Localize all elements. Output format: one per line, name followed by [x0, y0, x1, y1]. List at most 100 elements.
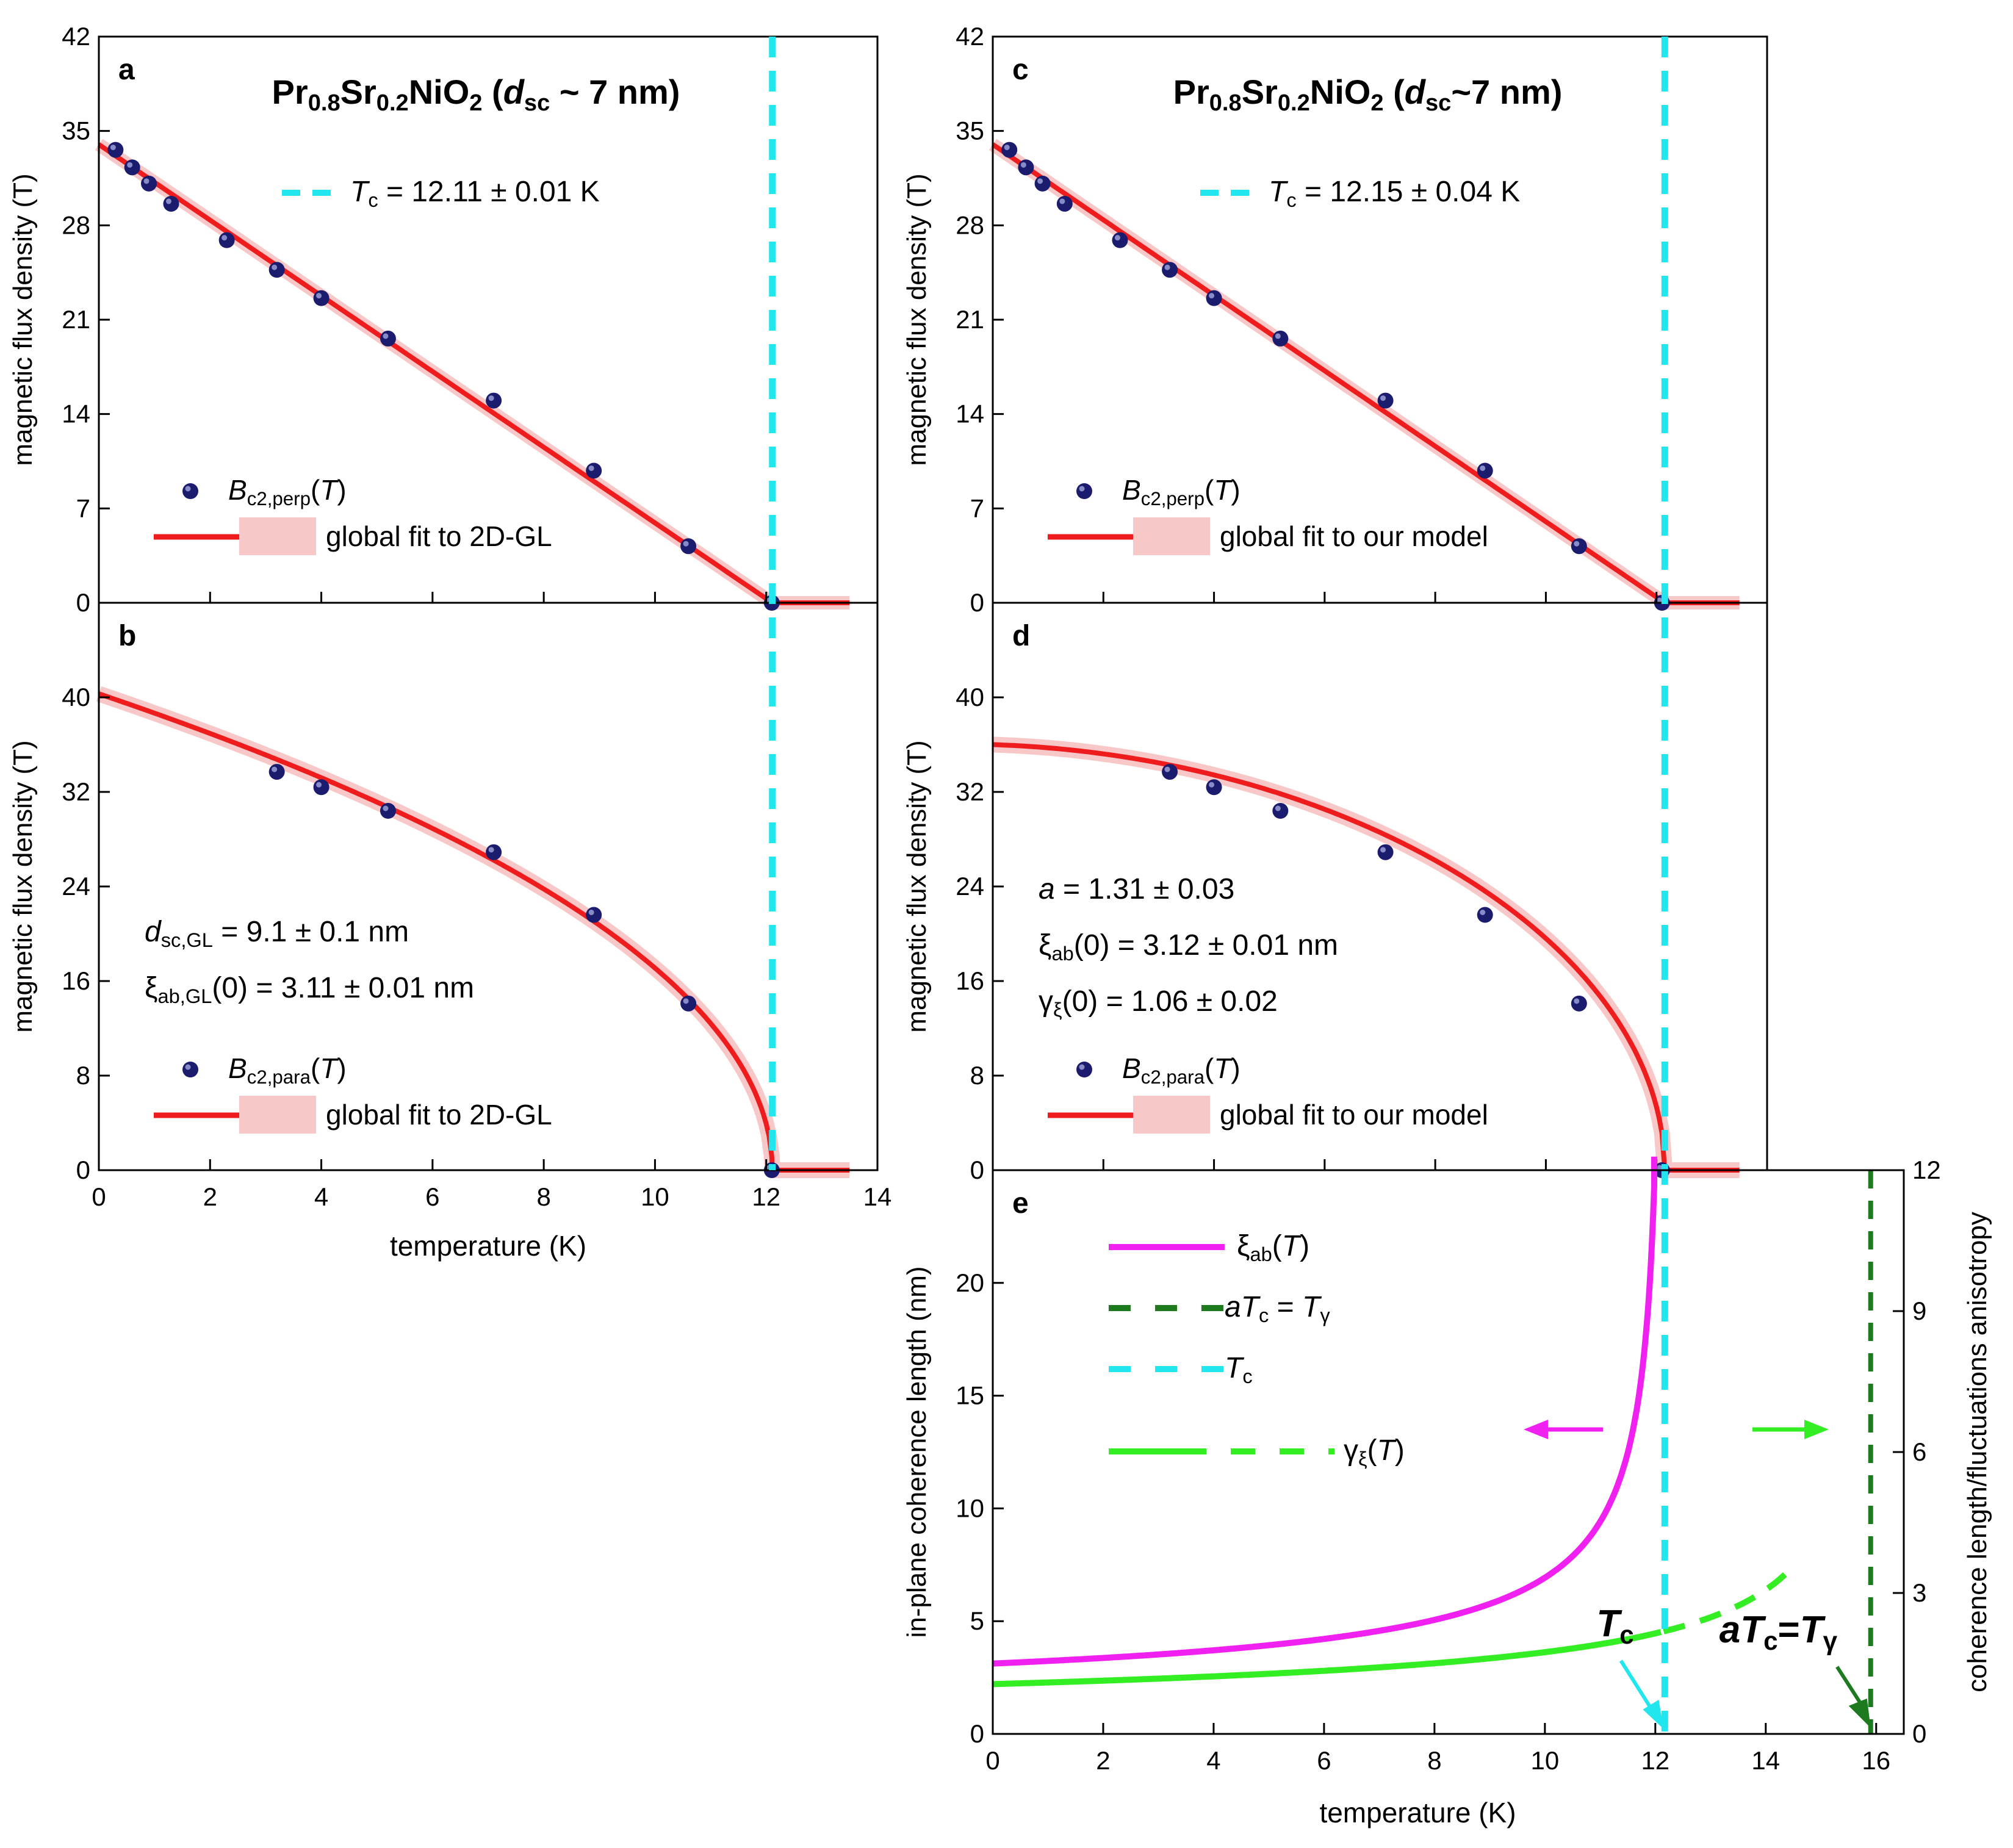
c-data-point: [1272, 330, 1289, 347]
e-xtick-label: 8: [1427, 1746, 1441, 1775]
a-data-point: [313, 290, 329, 306]
e-xlabel: temperature (K): [1319, 1797, 1516, 1828]
a-legend-label-points-part: T: [320, 474, 339, 506]
e-legend-gamma-label-part: ): [1395, 1434, 1405, 1467]
e-legend-gamma-label: γξ(T): [1344, 1434, 1405, 1470]
c-data-point-shine: [1020, 162, 1026, 168]
c-legend-label-points-part: B: [1122, 474, 1141, 506]
e-xtick-label: 4: [1206, 1746, 1220, 1775]
e-ytick-label: 20: [956, 1268, 984, 1297]
d-param: a = 1.31 ± 0.03: [1039, 873, 1234, 905]
b-data-point-shine: [383, 805, 389, 811]
d-param-part: ξ: [1053, 998, 1062, 1021]
c-legend-label-points: Bc2,perp(T): [1122, 474, 1241, 509]
e-atc-callout-part: c: [1763, 1627, 1777, 1655]
d-legend-label-points-part: c2,para: [1141, 1066, 1205, 1088]
c-data-point-body: [1477, 462, 1493, 479]
d-data-point-body: [1571, 995, 1587, 1012]
c-data-point-shine: [1574, 541, 1580, 547]
e-legend-gamma-label-part: ξ: [1358, 1447, 1367, 1470]
e-y2tick-label: 9: [1912, 1296, 1926, 1325]
d-legend-marker-shine: [1079, 1064, 1085, 1070]
b-data-point: [486, 844, 502, 860]
b-data-point-shine: [488, 847, 494, 853]
e-legend-tc-label-part: T: [1225, 1352, 1245, 1384]
e-xi-curve: [992, 1156, 1657, 1667]
a-data-point-shine: [165, 198, 171, 204]
d-legend-label-points-part: B: [1122, 1052, 1141, 1084]
c-title-part: Pr: [1173, 73, 1209, 111]
c-tc-annotation-part: T: [1269, 176, 1289, 208]
a-data-point-shine: [383, 333, 389, 339]
d-param-part: γ: [1039, 985, 1053, 1018]
c-data-point: [1056, 195, 1073, 212]
e-gamma-curve-extrapolated: [1663, 1572, 1787, 1634]
a-data-point-body: [486, 392, 502, 409]
a-legend-marker: [182, 483, 198, 499]
b-legend-label-points-part: T: [320, 1052, 339, 1084]
b-data-point-body: [380, 803, 396, 819]
a-ylabel: magnetic flux density (T): [8, 173, 38, 466]
c-data-point-body: [1034, 175, 1051, 192]
e-xtick-label: 0: [985, 1746, 999, 1775]
c-panel-label: c: [1012, 54, 1029, 86]
e-ytick-label: 0: [970, 1719, 984, 1748]
e-legend-xi-label: ξab(T): [1237, 1230, 1309, 1265]
b-data-point-body: [313, 779, 329, 796]
b-param-part: d: [145, 916, 162, 948]
d-legend-label-points: Bc2,para(T): [1122, 1052, 1241, 1088]
a-legend-label-fit: global fit to 2D-GL: [326, 520, 552, 552]
b-xtick-label: 10: [641, 1182, 669, 1211]
c-legend-label-points-part: T: [1214, 474, 1233, 506]
e-ytick-label: 10: [956, 1494, 984, 1522]
d-param: ξab(0) = 3.12 ± 0.01 nm: [1039, 929, 1338, 965]
e-ylabel: in-plane coherence length (nm): [902, 1266, 932, 1638]
c-legend-label-points-part: c2,perp: [1141, 488, 1205, 509]
e-y2label: coherence length/fluctuations anisotropy: [1962, 1212, 1992, 1692]
a-title-part: Pr: [272, 73, 308, 111]
e-legend-atc-label-part: c: [1259, 1304, 1269, 1326]
a-tc-annotation: Tc = 12.11 ± 0.01 K: [350, 176, 600, 211]
b-legend-label-points-part: (: [311, 1052, 320, 1084]
e-tc-callout-arrowhead: [1643, 1700, 1664, 1729]
b-data-point-shine: [272, 766, 278, 772]
e-panel-label: e: [1012, 1187, 1029, 1220]
b-data-point-body: [680, 995, 697, 1012]
d-ytick-label: 16: [956, 966, 984, 995]
b-ytick-label: 8: [76, 1061, 90, 1090]
d-legend-band: [1133, 1096, 1210, 1134]
a-data-point-body: [313, 290, 329, 306]
a-data-point-body: [163, 195, 179, 212]
a-data-point-body: [107, 142, 124, 158]
a-data-point-body: [380, 330, 396, 347]
e-legend-gamma-label-part: γ: [1344, 1434, 1358, 1467]
a-legend-label-points: Bc2,perp(T): [228, 474, 347, 509]
b-legend-label-points: Bc2,para(T): [228, 1052, 347, 1088]
e-tc-callout-part: c: [1619, 1620, 1633, 1649]
c-frame: [992, 35, 1768, 604]
e-left-arrow-head: [1524, 1420, 1548, 1439]
c-data-point: [1377, 392, 1394, 409]
a-title-part: 0.8: [308, 90, 340, 116]
c-legend-label-fit: global fit to our model: [1220, 520, 1488, 552]
c-legend-marker: [1076, 483, 1092, 499]
b-data-point-shine: [588, 910, 594, 915]
b-xtick-label: 8: [536, 1182, 550, 1211]
a-data-point-shine: [127, 162, 133, 168]
c-data-point-body: [1272, 330, 1289, 347]
a-data-point-body: [586, 462, 602, 479]
b-data-point: [586, 907, 602, 923]
b-data-point: [680, 995, 697, 1012]
a-data-point-body: [680, 538, 697, 555]
a-ytick-label: 21: [62, 305, 90, 334]
d-ytick-label: 40: [956, 683, 984, 711]
b-data-point-body: [268, 764, 285, 780]
a-data-point-body: [218, 232, 235, 248]
c-tc-annotation: Tc = 12.15 ± 0.04 K: [1269, 176, 1520, 211]
a-panel-label: a: [118, 54, 135, 86]
d-legend-label-points-part: T: [1214, 1052, 1233, 1084]
d-data-point-body: [1377, 844, 1394, 860]
e-ytick-label: 15: [956, 1381, 984, 1410]
e-ytick-label: 5: [970, 1606, 984, 1635]
